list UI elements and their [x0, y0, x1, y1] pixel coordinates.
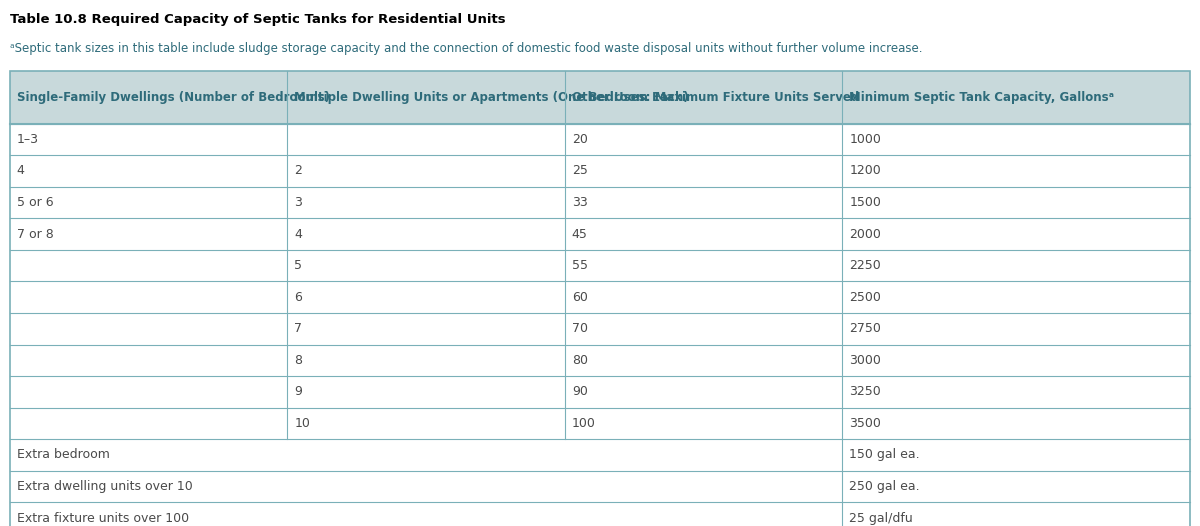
Bar: [10, 124, 1190, 155]
Text: Table 10.8 Required Capacity of Septic Tanks for Residential Units: Table 10.8 Required Capacity of Septic T…: [10, 13, 505, 26]
Bar: [10, 471, 1190, 502]
Text: 2750: 2750: [850, 322, 881, 335]
Text: Minimum Septic Tank Capacity, Gallonsᵃ: Minimum Septic Tank Capacity, Gallonsᵃ: [850, 91, 1115, 104]
Text: 3: 3: [294, 196, 302, 209]
Text: 3000: 3000: [850, 354, 881, 367]
Bar: [10, 250, 1190, 281]
Text: Other Uses: Maximum Fixture Units Served: Other Uses: Maximum Fixture Units Served: [571, 91, 859, 104]
Text: ᵃSeptic tank sizes in this table include sludge storage capacity and the connect: ᵃSeptic tank sizes in this table include…: [10, 42, 922, 55]
Bar: [10, 439, 1190, 471]
Text: 4: 4: [17, 165, 25, 177]
Text: 100: 100: [571, 417, 595, 430]
Text: 1–3: 1–3: [17, 133, 38, 146]
Bar: [10, 502, 1190, 526]
Text: 55: 55: [571, 259, 588, 272]
Text: 9: 9: [294, 386, 302, 398]
Bar: [10, 313, 1190, 345]
Text: Extra dwelling units over 10: Extra dwelling units over 10: [17, 480, 192, 493]
Bar: [10, 155, 1190, 187]
Text: 150 gal ea.: 150 gal ea.: [850, 449, 920, 461]
Text: 1200: 1200: [850, 165, 881, 177]
Bar: [10, 345, 1190, 376]
Text: 10: 10: [294, 417, 310, 430]
Text: 60: 60: [571, 291, 588, 304]
Bar: [10, 71, 1190, 526]
Bar: [10, 187, 1190, 218]
Text: 2: 2: [294, 165, 302, 177]
Text: Multiple Dwelling Units or Apartments (One Bedroom Each): Multiple Dwelling Units or Apartments (O…: [294, 91, 689, 104]
Text: 1500: 1500: [850, 196, 881, 209]
Text: Extra bedroom: Extra bedroom: [17, 449, 109, 461]
Bar: [10, 218, 1190, 250]
Text: 25 gal/dfu: 25 gal/dfu: [850, 512, 913, 524]
Text: 4: 4: [294, 228, 302, 240]
Text: 5: 5: [294, 259, 302, 272]
Text: 80: 80: [571, 354, 588, 367]
Bar: [10, 71, 1190, 124]
Text: 25: 25: [571, 165, 588, 177]
Text: 90: 90: [571, 386, 588, 398]
Text: 70: 70: [571, 322, 588, 335]
Text: 6: 6: [294, 291, 302, 304]
Text: 3500: 3500: [850, 417, 881, 430]
Text: 250 gal ea.: 250 gal ea.: [850, 480, 920, 493]
Text: 8: 8: [294, 354, 302, 367]
Text: 2000: 2000: [850, 228, 881, 240]
Text: Extra fixture units over 100: Extra fixture units over 100: [17, 512, 188, 524]
Text: 2250: 2250: [850, 259, 881, 272]
Text: Single-Family Dwellings (Number of Bedrooms): Single-Family Dwellings (Number of Bedro…: [17, 91, 330, 104]
Text: 1000: 1000: [850, 133, 881, 146]
Text: 5 or 6: 5 or 6: [17, 196, 54, 209]
Bar: [10, 376, 1190, 408]
Bar: [10, 408, 1190, 439]
Text: 2500: 2500: [850, 291, 881, 304]
Text: 7: 7: [294, 322, 302, 335]
Text: 45: 45: [571, 228, 588, 240]
Text: 7 or 8: 7 or 8: [17, 228, 54, 240]
Text: 3250: 3250: [850, 386, 881, 398]
Text: 33: 33: [571, 196, 588, 209]
Bar: [10, 281, 1190, 313]
Text: 20: 20: [571, 133, 588, 146]
